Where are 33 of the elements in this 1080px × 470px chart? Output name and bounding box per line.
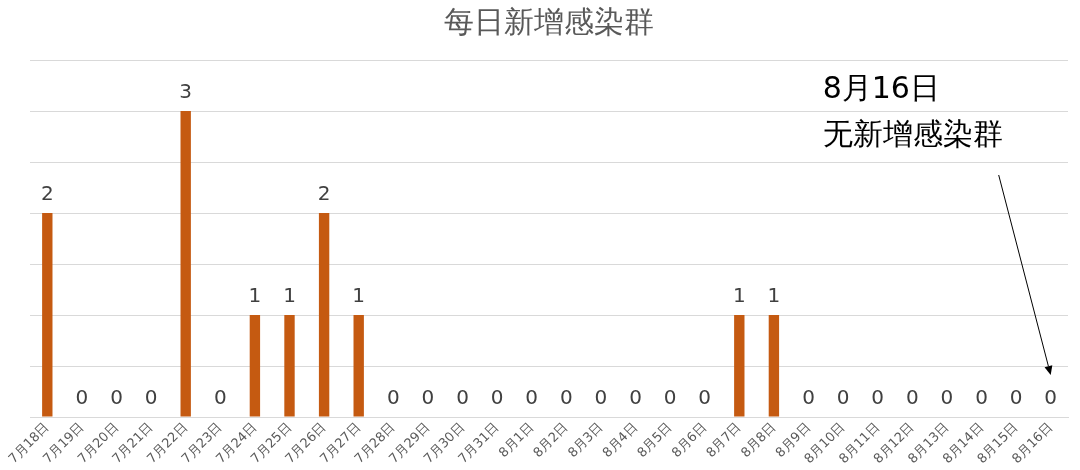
data-label: 0	[975, 385, 988, 410]
data-label: 0	[905, 385, 919, 410]
data-label: 0	[456, 385, 469, 410]
data-label: 0	[698, 385, 712, 410]
data-label: 2	[40, 181, 54, 206]
data-label: 0	[629, 385, 642, 410]
data-label: 0	[144, 385, 158, 410]
data-label: 0	[386, 385, 400, 410]
data-label: 0	[1009, 385, 1023, 410]
data-label: 0	[663, 385, 677, 410]
data-label: 0	[559, 385, 573, 410]
data-label: 2	[317, 181, 331, 206]
data-label: 0	[871, 385, 885, 410]
data-label: 1	[732, 283, 746, 308]
data-label: 1	[283, 283, 296, 308]
data-label: 0	[594, 385, 608, 410]
annotation: 8月16日	[822, 69, 940, 105]
data-label: 0	[490, 385, 504, 410]
data-label: 0	[525, 385, 539, 410]
data-label: 1	[352, 283, 366, 308]
data-label: 0	[75, 385, 89, 410]
data-label: 0	[421, 385, 435, 410]
data-label: 0	[213, 385, 227, 410]
data-label: 0	[1044, 385, 1058, 410]
data-label: 0	[940, 385, 954, 410]
chart-title: 每日新增感染群	[444, 3, 654, 39]
data-label: 1	[248, 283, 262, 308]
data-label: 0	[802, 385, 815, 410]
data-label: 0	[110, 385, 123, 410]
data-label: 0	[836, 385, 850, 410]
annotation: 无新增感染群	[822, 115, 1003, 151]
data-label: 3	[179, 79, 193, 104]
data-label: 1	[767, 283, 781, 308]
